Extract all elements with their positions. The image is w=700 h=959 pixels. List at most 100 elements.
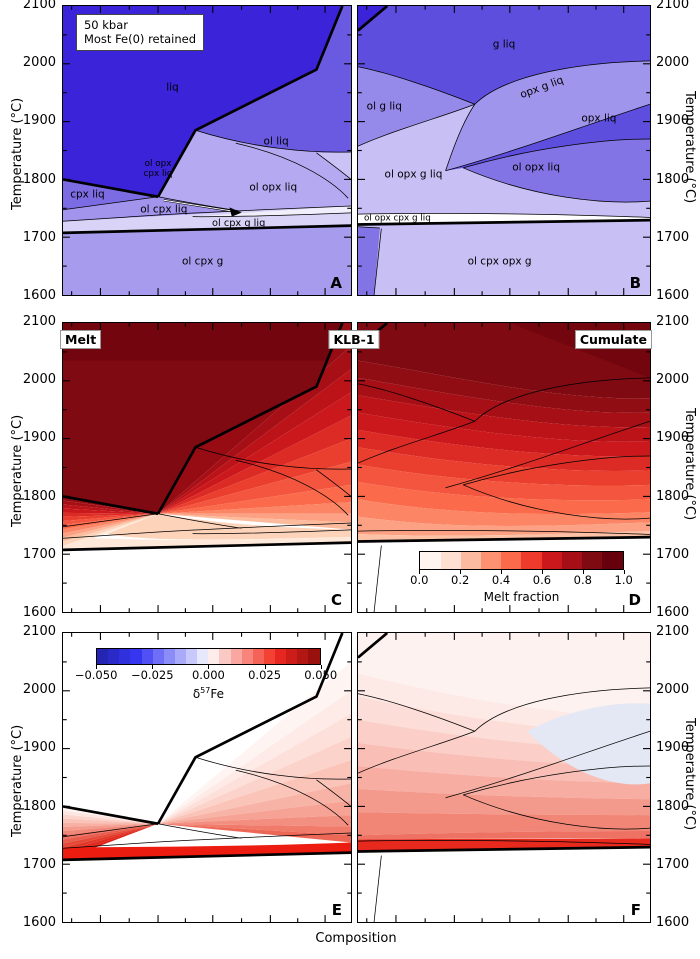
phase-boundaries-thin: [63, 447, 351, 538]
melt-fraction-colorbar: 0.0 0.2 0.4 0.6 0.8 1.0 Melt fraction: [410, 551, 633, 604]
axis-ticks: [358, 323, 650, 612]
panel-a-plot: [63, 6, 351, 295]
colorbar-tick: [419, 570, 421, 575]
y-tick-label: 1600: [22, 288, 56, 303]
y-tick-label: 2000: [22, 372, 56, 387]
colorbar-segment: [241, 649, 253, 664]
region-label-ol-cpx-opx-g: ol cpx opx g: [467, 255, 532, 268]
melt-colorbar-tick-label: 0.6: [532, 572, 552, 587]
colorbar-segment: [440, 552, 461, 570]
y-tick-label: 1600: [22, 605, 56, 620]
colorbar-segment: [286, 649, 298, 664]
d57fe-colorbar-tick-label: −0.025: [130, 668, 174, 683]
d57fe-colorbar-tick-label: 0.000: [191, 668, 225, 683]
reaction-arrow: [164, 200, 242, 217]
colorbar-segment: [501, 552, 522, 570]
colorbar-segment: [108, 649, 120, 664]
d57fe-colorbar-tick-label: 0.050: [304, 668, 338, 683]
colorbar-tick: [541, 570, 543, 575]
region-label-ol-opx-cpx-g-liq: ol opx cpx g liq: [363, 213, 431, 224]
y-tick-label: 2000: [656, 682, 690, 697]
y-tick-label: 2100: [656, 314, 690, 329]
panel-f-d57fe-cumulate: F: [357, 632, 651, 923]
panel-b-plot: [358, 6, 650, 295]
colorbar-tick: [623, 570, 625, 575]
y-axis-title: Temperature (°C): [682, 91, 697, 204]
panel-c-melt-fraction-melt: C: [62, 322, 352, 613]
liquidus-solidus-thick: [63, 633, 351, 860]
colorbar-segment: [119, 649, 131, 664]
panel-b-phase-diagram: g liq ol g liq opx g liq opx liq ol opx …: [357, 5, 651, 296]
colorbar-segment: [97, 649, 109, 664]
melt-colorbar-tick-label: 0.0: [410, 572, 429, 587]
conditions-annotation: 50 kbar Most Fe(0) retained: [75, 14, 205, 51]
y-axis-title: Temperature (°C): [682, 718, 697, 831]
region-label-ol-cpx-g-liq: ol cpx g liq: [212, 218, 266, 230]
y-tick-label: 2100: [656, 0, 690, 12]
colorbar-segment: [602, 552, 623, 570]
y-tick-label: 1700: [656, 547, 690, 562]
colorbar-segment: [561, 552, 583, 570]
colorbar-tick: [501, 570, 503, 575]
region-label-opx-liq: opx liq: [581, 112, 617, 125]
y-tick-label: 1800: [656, 799, 690, 814]
column-title-melt: Melt: [60, 330, 102, 349]
y-tick-label: 1900: [22, 113, 56, 128]
melt-colorbar-strip: [419, 551, 624, 571]
y-axis-title: Temperature (°C): [10, 724, 25, 837]
colorbar-segment: [141, 649, 153, 664]
y-axis-title: Temperature (°C): [10, 414, 25, 527]
region-label-ol-cpx-g: ol cpx g: [182, 255, 224, 268]
melt-colorbar-tick-label: 0.4: [491, 572, 511, 587]
colorbar-segment: [481, 552, 502, 570]
y-tick-label: 1600: [22, 915, 56, 930]
column-title-klb1: KLB-1: [328, 330, 380, 349]
melt-colorbar-title: Melt fraction: [483, 589, 560, 604]
y-tick-label: 1700: [22, 230, 56, 245]
region-label-ol-opx-liq: ol opx liq: [249, 181, 298, 194]
axis-ticks: [63, 323, 351, 612]
axis-ticks: [358, 633, 650, 922]
y-tick-label: 1800: [22, 489, 56, 504]
panel-d-melt-fraction-cumulate: 0.0 0.2 0.4 0.6 0.8 1.0 Melt fraction D: [357, 322, 651, 613]
y-tick-label: 1900: [656, 113, 690, 128]
region-label-liq: liq: [166, 81, 179, 94]
colorbar-tick: [208, 664, 210, 669]
y-tick-label: 2100: [22, 624, 56, 639]
axis-ticks: [63, 633, 351, 922]
colorbar-segment: [197, 649, 209, 664]
colorbar-segment: [541, 552, 562, 570]
region-label-g-liq: g liq: [492, 38, 516, 51]
phase-boundaries-thin: [358, 688, 650, 922]
panel-letter-f: F: [630, 901, 641, 919]
colorbar-segment: [460, 552, 482, 570]
region-label-ol-g-liq: ol g liq: [366, 100, 402, 113]
colorbar-tick: [152, 664, 154, 669]
y-tick-label: 1600: [656, 915, 690, 930]
region-label-ol-opx-liq: ol opx liq: [512, 161, 561, 174]
d57fe-colorbar: −0.050 −0.025 0.000 0.025 0.050 δ57Fe: [75, 648, 337, 701]
colorbar-segment: [252, 649, 264, 664]
colorbar-segment: [174, 649, 187, 664]
y-tick-label: 2100: [22, 0, 56, 12]
melt-colorbar-tick-label: 0.2: [451, 572, 470, 587]
colorbar-segment: [130, 649, 142, 664]
panel-letter-d: D: [628, 591, 641, 609]
liquidus-solidus-thick: [63, 6, 351, 233]
panel-letter-b: B: [629, 274, 641, 292]
colorbar-tick: [320, 664, 322, 669]
y-tick-label: 2000: [22, 55, 56, 70]
colorbar-segment: [297, 649, 309, 664]
phase-boundaries-thin: [358, 378, 650, 612]
y-tick-label: 1900: [656, 430, 690, 445]
y-tick-label: 1900: [656, 740, 690, 755]
colorbar-segment: [230, 649, 242, 664]
colorbar-segment: [521, 552, 542, 570]
y-tick-label: 2000: [656, 372, 690, 387]
y-axis-title: Temperature (°C): [682, 408, 697, 521]
d57fe-colorbar-strip: [96, 648, 321, 665]
liquidus-solidus-thick: [358, 6, 650, 224]
region-label-ol-opx-cpx-liq: ol opx cpx liq: [143, 159, 173, 179]
column-title-cumulate: Cumulate: [574, 330, 652, 349]
